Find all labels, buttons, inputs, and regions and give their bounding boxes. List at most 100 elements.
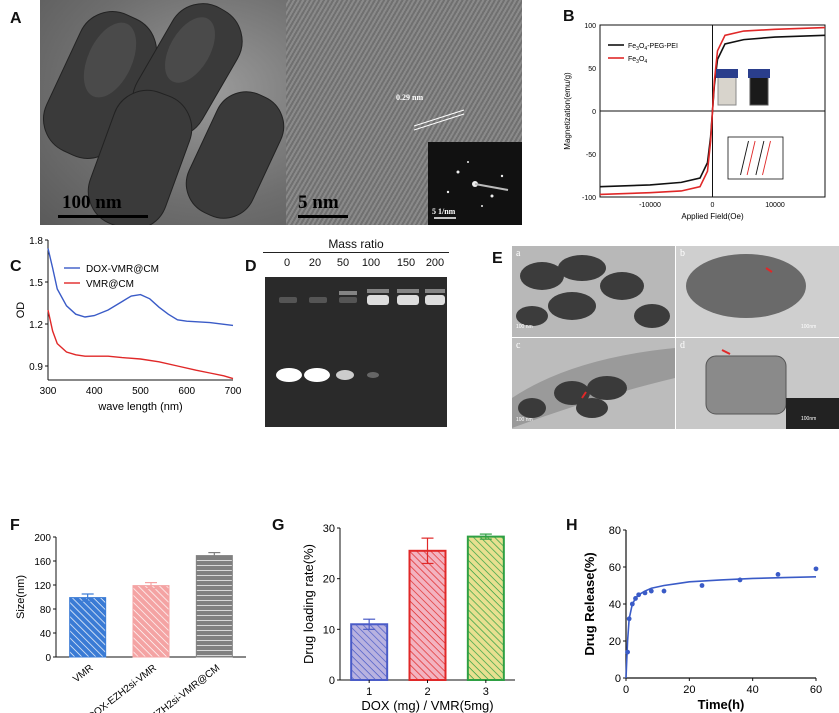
y-tick-label: 40: [609, 599, 621, 611]
panel-letter-e: E: [492, 250, 503, 267]
inset-frame: [727, 136, 784, 180]
x-tick-label: 3: [483, 686, 489, 698]
lane-label: 200: [425, 257, 445, 269]
data-point: [648, 588, 654, 594]
data-point: [629, 601, 635, 607]
y-tick-label: 0: [592, 109, 596, 116]
legend-label: VMR@CM: [86, 279, 134, 290]
series-line-1: [47, 248, 234, 327]
x-tick-label: 1: [366, 686, 372, 698]
bar-1: [69, 597, 107, 658]
bar-3: [195, 555, 233, 658]
scale-label: 100 nm: [62, 192, 122, 213]
gel-image: [265, 277, 447, 427]
panel-letter-f: F: [10, 517, 20, 534]
x-tick-label: 0: [711, 202, 715, 209]
chart-f: 04080120160200Size(nm)VMRDOX-EZH2si-VMRD…: [15, 533, 246, 713]
x-tick-label: 500: [132, 386, 149, 397]
x-tick-label: 0: [623, 684, 629, 696]
scale-label: 100 nm: [516, 324, 533, 330]
series-line-2: [599, 26, 826, 196]
y-tick-label: 100: [584, 23, 596, 30]
tem-e-c: c 100 nm: [512, 338, 675, 429]
bar-3: [466, 535, 505, 682]
y-tick-label: 200: [34, 533, 51, 544]
lane-label: 100: [361, 257, 381, 269]
y-tick-label: 160: [34, 557, 51, 568]
x-axis-label: wave length (nm): [97, 401, 182, 413]
data-point: [737, 577, 743, 583]
x-axis-label: Time(h): [698, 697, 745, 712]
lattice-label: 0.29 nm: [396, 93, 424, 102]
panel-letter-h: H: [566, 517, 578, 534]
inset-scale-label: 5 1/nm: [432, 207, 456, 216]
y-axis-label: Size(nm): [15, 575, 27, 619]
vial-2: [749, 76, 769, 106]
x-tick-label: 300: [40, 386, 57, 397]
sub-letter: a: [516, 248, 521, 259]
y-axis-label: Drug loading rate(%): [301, 544, 316, 664]
x-tick-label: 400: [86, 386, 103, 397]
scale-bar: [298, 215, 348, 218]
chart-c: 0.9 1.2 1.5 1.8 300 400 500 600 700 wave length (…: [15, 236, 242, 413]
y-axis-label: Drug Release(%): [582, 552, 597, 655]
panel-letter-g: G: [272, 517, 285, 534]
legend-label: DOX-VMR@CM: [86, 264, 159, 275]
y-tick-label: 80: [40, 605, 52, 616]
bar-2: [408, 549, 447, 681]
bar-1: [350, 623, 389, 682]
x-tick-label: 700: [225, 386, 242, 397]
y-tick-label: 20: [609, 636, 621, 648]
y-tick-label: 10: [323, 624, 335, 636]
y-tick-label: 40: [40, 629, 52, 640]
data-point: [813, 566, 819, 572]
tem-e-b: b 100nm: [676, 246, 839, 337]
chart-h: 0 20 40 60 80 0 20 40 60 Time(h) Drug Release(%): [582, 525, 822, 712]
mass-ratio-title: Mass ratio: [328, 237, 384, 251]
panel-letter-a: A: [10, 10, 22, 27]
y-tick-label: -50: [586, 152, 596, 159]
data-point: [642, 590, 648, 596]
scale-label: 100nm: [801, 416, 817, 422]
vial-1: [717, 76, 737, 106]
x-tick-label: 40: [747, 684, 759, 696]
tem-grid: a 100 nm b 100nm c 100 nm d 100nm: [512, 246, 839, 429]
y-tick-label: 120: [34, 581, 51, 592]
y-tick-label: 80: [609, 525, 621, 537]
bar-2: [132, 585, 170, 658]
y-tick-label: 50: [588, 66, 596, 73]
x-tick-label: 2: [424, 686, 430, 698]
inset-line: [762, 140, 771, 176]
saed-inset: 5 1/nm: [428, 142, 522, 225]
y-axis-label: Magnetization(emu/g): [563, 72, 572, 150]
nanorod-shapes: [43, 3, 285, 225]
gel-panel: Mass ratio 0 20 50 100 150 200: [263, 237, 449, 427]
lane-label: 0: [283, 257, 291, 269]
x-tick-label: 600: [178, 386, 195, 397]
y-tick-label: 0: [615, 673, 621, 685]
data-point: [633, 596, 638, 601]
scale-label: 5 nm: [298, 192, 339, 213]
tem-e-d: d 100nm: [676, 338, 839, 429]
scale-bar: [58, 215, 148, 218]
y-tick-label: 1.5: [29, 278, 43, 289]
y-tick-label: 20: [323, 574, 335, 586]
y-tick-label: 0: [329, 675, 335, 687]
y-tick-label: 60: [609, 562, 621, 574]
series-line-2: [47, 309, 234, 380]
data-point: [626, 616, 632, 622]
inset-line: [746, 140, 756, 176]
y-tick-label: 0.9: [29, 362, 43, 373]
data-point: [699, 583, 705, 588]
lattice-lines: [414, 109, 465, 131]
chart-b: -100 -50 0 50 100 -10000 0 10000 Applied Field(O…: [563, 23, 826, 221]
title-underline: [263, 252, 449, 253]
panel-letter-c: C: [10, 258, 22, 275]
data-point: [636, 592, 642, 598]
data-point: [661, 588, 667, 594]
x-tick-label: DOX-EZH2si-VMR: [86, 663, 158, 713]
lane-label: 20: [308, 257, 322, 269]
fit-curve: [625, 576, 817, 679]
legend-label: Fe3O4: [628, 56, 647, 65]
